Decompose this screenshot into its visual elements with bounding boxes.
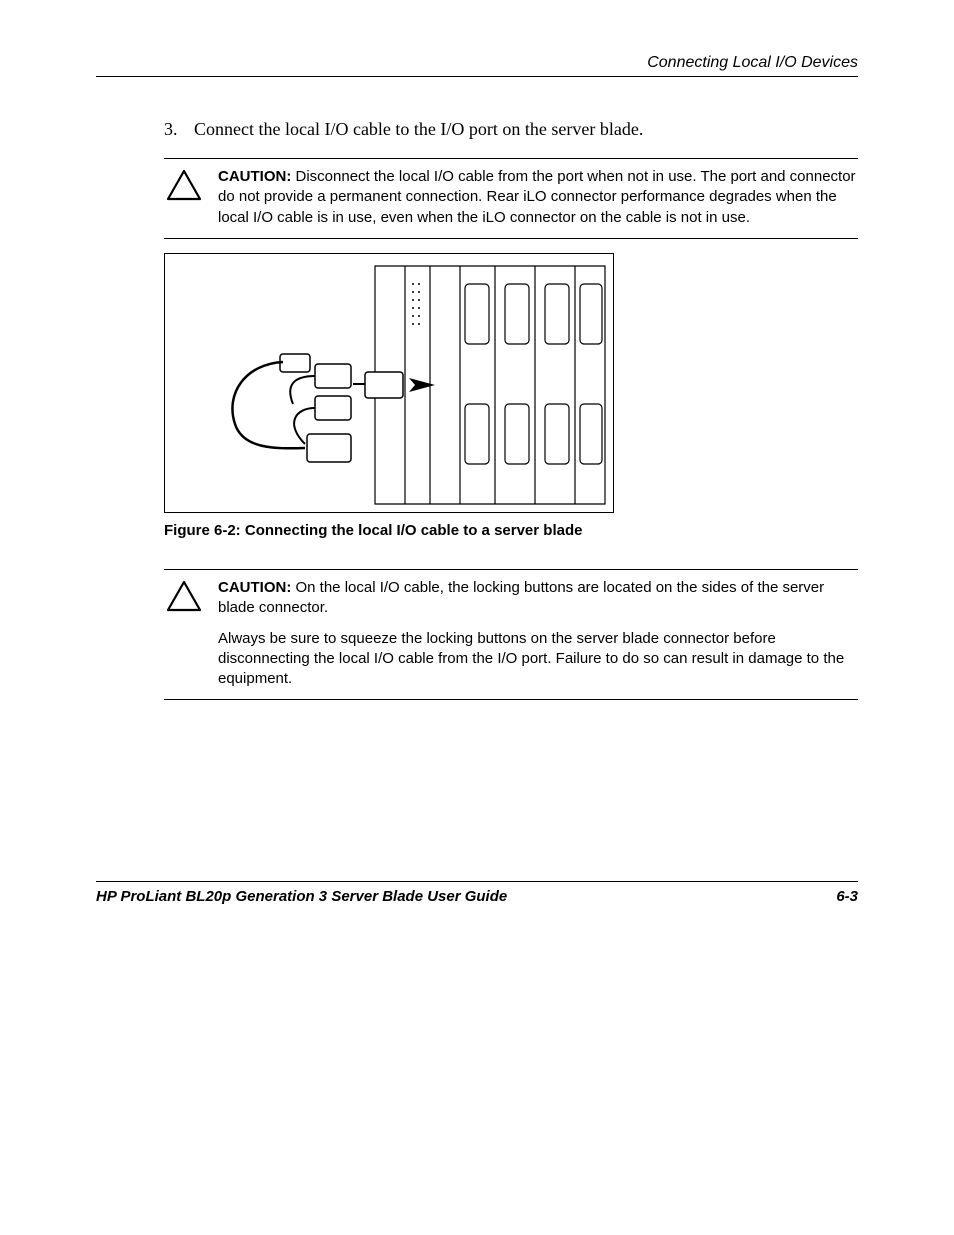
caution-triangle-icon — [164, 167, 204, 228]
caution-text: CAUTION: On the local I/O cable, the loc… — [218, 578, 858, 689]
document-page: Connecting Local I/O Devices 3. Connect … — [0, 0, 954, 1235]
caution-label: CAUTION: — [218, 579, 291, 596]
figure-caption: Figure 6-2: Connecting the local I/O cab… — [164, 521, 634, 541]
figure-caption-label: Figure 6-2: — [164, 522, 241, 539]
page-footer: HP ProLiant BL20p Generation 3 Server Bl… — [96, 881, 858, 905]
caution-triangle-icon — [164, 578, 204, 689]
figure-caption-text: Connecting the local I/O cable to a serv… — [245, 522, 583, 539]
figure-container — [164, 253, 858, 513]
caution-body-1: On the local I/O cable, the locking butt… — [218, 579, 824, 616]
step-text: Connect the local I/O cable to the I/O p… — [194, 119, 858, 140]
footer-rule: HP ProLiant BL20p Generation 3 Server Bl… — [96, 881, 858, 905]
footer-guide-title: HP ProLiant BL20p Generation 3 Server Bl… — [96, 888, 507, 905]
figure-illustration — [164, 253, 614, 513]
caution-block-1: CAUTION: Disconnect the local I/O cable … — [164, 158, 858, 239]
footer-page-number: 6-3 — [836, 888, 858, 905]
numbered-step: 3. Connect the local I/O cable to the I/… — [164, 119, 858, 140]
caution-body: Disconnect the local I/O cable from the … — [218, 168, 856, 226]
caution-text: CAUTION: Disconnect the local I/O cable … — [218, 167, 858, 228]
header-rule: Connecting Local I/O Devices — [96, 54, 858, 77]
caution-body-2: Always be sure to squeeze the locking bu… — [218, 629, 858, 690]
step-number: 3. — [164, 119, 194, 140]
caution-label: CAUTION: — [218, 168, 291, 185]
running-header: Connecting Local I/O Devices — [96, 54, 858, 72]
caution-block-2: CAUTION: On the local I/O cable, the loc… — [164, 569, 858, 700]
